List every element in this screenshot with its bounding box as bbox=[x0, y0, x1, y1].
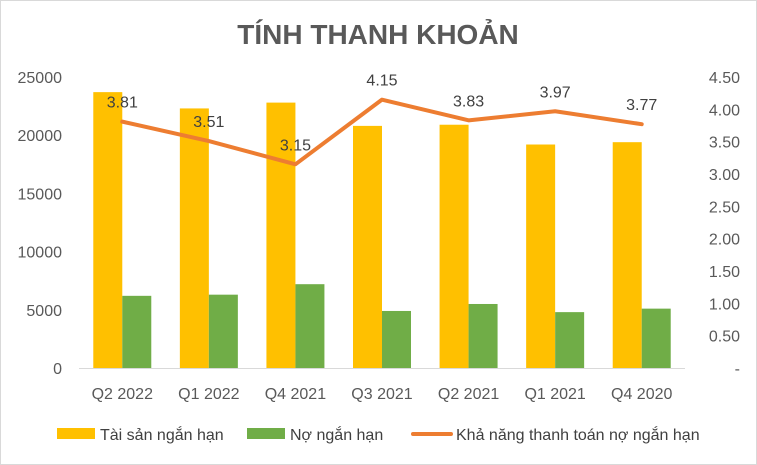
line-data-label: 3.51 bbox=[193, 114, 224, 131]
y-right-tick-label: 1.50 bbox=[709, 264, 740, 281]
line-data-label: 3.15 bbox=[280, 137, 311, 154]
legend-label: Khả năng thanh toán nợ ngắn hạn bbox=[456, 425, 700, 444]
series-line-kha-nang-thanh-toan bbox=[120, 97, 644, 167]
line-data-label: 3.77 bbox=[626, 97, 657, 114]
y-left-tick-label: 25000 bbox=[18, 70, 63, 87]
y-right-tick-label: 2.00 bbox=[709, 232, 740, 249]
y-right-tick-label: 1.00 bbox=[709, 296, 740, 313]
bar-no-ngan-han bbox=[468, 303, 498, 368]
bar-no-ngan-han bbox=[208, 294, 238, 368]
chart-title: TÍNH THANH KHOẢN bbox=[237, 18, 519, 50]
legend-swatch bbox=[247, 428, 285, 439]
y-right-tick-label: 2.50 bbox=[709, 199, 740, 216]
y-right-tick-label: - bbox=[735, 361, 740, 378]
axes-layer: Q2 2022 Q1 2022 Q4 2021 Q3 2021 Q2 2021 Q1 20… bbox=[18, 70, 741, 403]
data-labels-layer: 3.81 3.51 3.15 4.15 3.83 3.97 3.77 bbox=[107, 73, 658, 155]
line-data-label: 3.97 bbox=[540, 84, 571, 101]
line-data-label: 4.15 bbox=[366, 73, 397, 90]
bar-tai-san-ngan-han bbox=[526, 144, 556, 368]
y-right-tick-label: 0.50 bbox=[709, 329, 740, 346]
y-left-tick-label: 15000 bbox=[18, 186, 63, 203]
legend-label: Tài sản ngắn hạn bbox=[100, 425, 224, 444]
x-tick-label: Q1 2022 bbox=[178, 386, 239, 403]
legend-label: Nợ ngắn hạn bbox=[290, 425, 383, 444]
x-tick-label: Q2 2021 bbox=[438, 386, 499, 403]
x-tick-label: Q3 2021 bbox=[351, 386, 412, 403]
y-right-tick-label: 4.50 bbox=[709, 70, 740, 87]
line-data-label: 3.81 bbox=[107, 95, 138, 112]
y-left-tick-label: 10000 bbox=[18, 245, 63, 262]
x-tick-label: Q1 2021 bbox=[524, 386, 585, 403]
bar-tai-san-ngan-han bbox=[353, 125, 382, 368]
legend-swatch bbox=[57, 428, 95, 439]
y-left-tick-label: 20000 bbox=[18, 128, 63, 145]
y-right-tick-label: 3.00 bbox=[709, 167, 740, 184]
line-layer bbox=[120, 97, 644, 167]
bar-no-ngan-han bbox=[295, 284, 325, 368]
y-left-tick-label: 5000 bbox=[26, 303, 62, 320]
line-data-label: 3.83 bbox=[453, 93, 484, 110]
bar-tai-san-ngan-han bbox=[266, 102, 296, 368]
bar-tai-san-ngan-han bbox=[179, 108, 209, 368]
y-right-tick-label: 3.50 bbox=[709, 135, 740, 152]
x-tick-label: Q2 2022 bbox=[92, 386, 153, 403]
y-left-tick-label: 0 bbox=[53, 361, 62, 378]
legend: Tài sản ngắn hạn Nợ ngắn hạn Khả năng than… bbox=[57, 425, 700, 444]
x-tick-label: Q4 2020 bbox=[611, 386, 672, 403]
bar-no-ngan-han bbox=[122, 295, 152, 368]
bars-layer bbox=[93, 92, 671, 368]
x-tick-label: Q4 2021 bbox=[265, 386, 326, 403]
bar-tai-san-ngan-han bbox=[93, 92, 123, 368]
bar-no-ngan-han bbox=[382, 310, 411, 368]
bar-tai-san-ngan-han bbox=[612, 142, 642, 368]
bar-no-ngan-han bbox=[555, 312, 585, 368]
bar-no-ngan-han bbox=[641, 308, 671, 368]
y-right-tick-label: 4.00 bbox=[709, 102, 740, 119]
bar-tai-san-ngan-han bbox=[439, 124, 469, 368]
